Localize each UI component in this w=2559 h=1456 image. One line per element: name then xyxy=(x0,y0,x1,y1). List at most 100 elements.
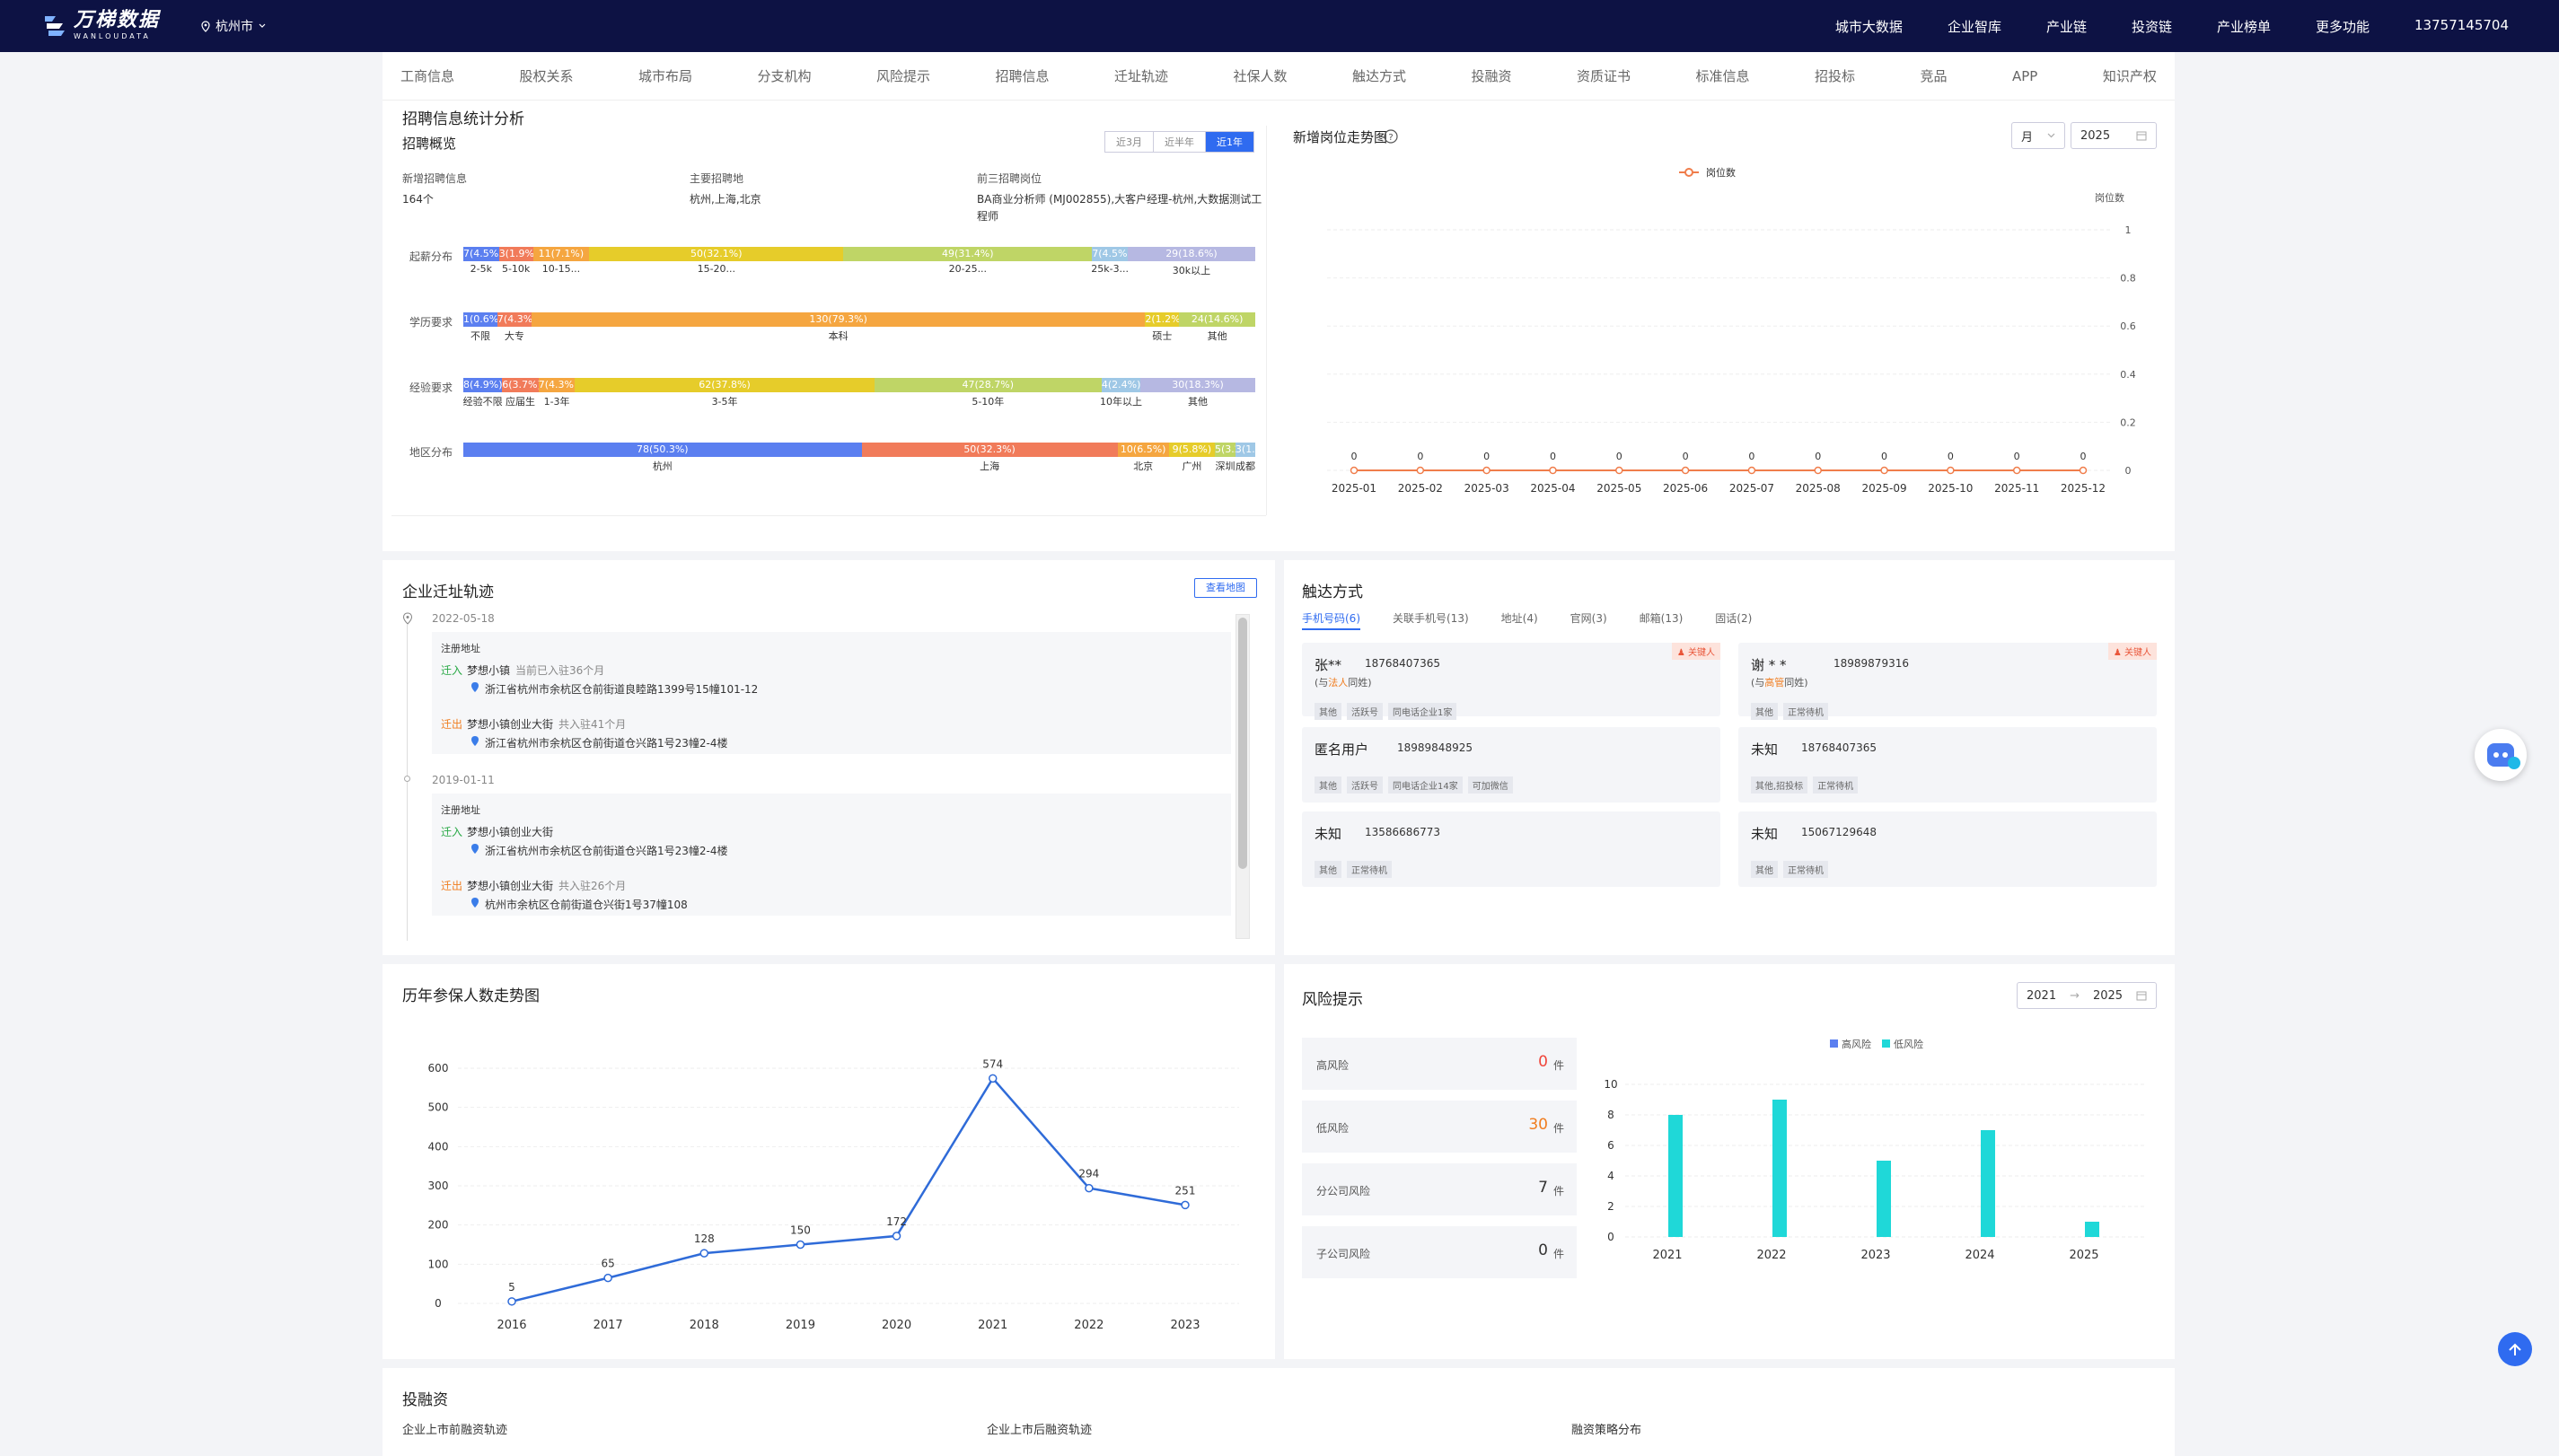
x-tick-label: 2025-07 xyxy=(1729,482,1774,495)
x-tick-label: 2023 xyxy=(1860,1249,1890,1262)
contact-card-item[interactable]: 谢 * * 18989879316 (与高管同姓) ♟ 关键人 其他 正常待机 xyxy=(1738,643,2157,720)
data-point xyxy=(1747,466,1756,475)
dist-segment[interactable]: 130(79.3%) xyxy=(531,312,1146,327)
tab-business-info[interactable]: 工商信息 xyxy=(400,68,455,84)
tab-certificates[interactable]: 资质证书 xyxy=(1577,68,1631,84)
contact-tab-landline[interactable]: 固话(2) xyxy=(1715,612,1753,625)
tab-ip[interactable]: 知识产权 xyxy=(2102,68,2157,84)
nav-more[interactable]: 更多功能 xyxy=(2316,19,2370,35)
dist-segment[interactable]: 10(6.5%) xyxy=(1117,443,1169,457)
range-3m[interactable]: 近3月 xyxy=(1105,132,1154,152)
y-tick-label: 0 xyxy=(2125,465,2132,477)
customer-service-button[interactable] xyxy=(2475,729,2527,781)
risk-label: 低风险 xyxy=(1316,1122,1350,1135)
contact-card-item[interactable]: 未知 18768407365 其他,招投标 正常待机 xyxy=(1738,727,2157,803)
contact-card-item[interactable]: 张** 18768407365 (与法人同姓) ♟ 关键人 其他 活跃号 同电话企业1家 xyxy=(1302,643,1720,720)
tab-recruit[interactable]: 招聘信息 xyxy=(995,68,1050,84)
tab-branches[interactable]: 分支机构 xyxy=(757,68,812,84)
tab-bidding[interactable]: 招投标 xyxy=(1815,68,1856,84)
risk-high[interactable]: 高风险 0 件 xyxy=(1302,1038,1577,1090)
risk-subsidiary[interactable]: 子公司风险 0 件 xyxy=(1302,1226,1577,1278)
tab-equity[interactable]: 股权关系 xyxy=(519,68,574,84)
dist-segment[interactable]: 49(31.4%) xyxy=(843,247,1093,261)
back-to-top-button[interactable] xyxy=(2498,1332,2532,1366)
new-recruit-label: 新增招聘信息 xyxy=(402,172,468,185)
dist-segment[interactable]: 3(1.9%) xyxy=(498,247,533,261)
scrollbar-thumb[interactable] xyxy=(1238,618,1247,869)
dist-segment[interactable]: 50(32.1%) xyxy=(589,247,844,261)
tab-city-layout[interactable]: 城市布局 xyxy=(638,68,693,84)
dist-segment[interactable]: 9(5.8%) xyxy=(1168,443,1215,457)
data-point xyxy=(1880,466,1888,475)
dist-segment-label: 2-5k xyxy=(470,263,493,275)
contact-tab-email[interactable]: 邮箱(13) xyxy=(1639,612,1684,625)
dist-segment[interactable]: 78(50.3%) xyxy=(463,443,862,457)
dist-segment[interactable]: 6(3.7%) xyxy=(502,378,539,392)
risk-branch[interactable]: 分公司风险 7 件 xyxy=(1302,1163,1577,1215)
move-type: 迁入 xyxy=(441,826,463,838)
dist-segment[interactable]: 7(4.3%) xyxy=(538,378,576,392)
tab-competitors[interactable]: 竞品 xyxy=(1920,68,1948,84)
relation-role: 法人 xyxy=(1328,677,1349,689)
dist-segment[interactable]: 5(3.2%) xyxy=(1214,443,1236,457)
contact-tab-address[interactable]: 地址(4) xyxy=(1500,612,1538,625)
view-map-button[interactable]: 查看地图 xyxy=(1194,578,1257,598)
nav-user-phone[interactable]: 13757145704 xyxy=(2414,17,2509,33)
logo[interactable]: 万梯数据 WANLOUDATA xyxy=(43,11,160,40)
help-icon[interactable]: ? xyxy=(1384,129,1398,144)
nav-ranking[interactable]: 产业榜单 xyxy=(2216,19,2271,35)
dist-segment[interactable]: 7(4.5%) xyxy=(463,247,499,261)
dist-segment[interactable]: 7(4.3%) xyxy=(497,312,532,327)
dist-segment[interactable]: 1(0.6%) xyxy=(463,312,497,327)
contact-card-item[interactable]: 未知 13586686773 其他 正常待机 xyxy=(1302,811,1720,887)
dist-segment[interactable]: 62(37.8%) xyxy=(575,378,875,392)
contact-tab-mobile[interactable]: 手机号码(6) xyxy=(1302,610,1360,630)
tab-relocation[interactable]: 迁址轨迹 xyxy=(1114,68,1169,84)
recruit-divider xyxy=(1266,126,1267,515)
tab-standards[interactable]: 标准信息 xyxy=(1695,68,1750,84)
contact-tag: 活跃号 xyxy=(1347,776,1383,794)
dist-segment[interactable]: 29(18.6%) xyxy=(1127,247,1255,261)
risk-date-range[interactable]: 2021 → 2025 xyxy=(2017,982,2157,1009)
range-1y[interactable]: 近1年 xyxy=(1206,132,1253,152)
dist-segment[interactable]: 30(18.3%) xyxy=(1140,378,1255,392)
contact-tab-website[interactable]: 官网(3) xyxy=(1570,612,1607,625)
risk-low[interactable]: 低风险 30 件 xyxy=(1302,1101,1577,1153)
x-tick-label: 2025-08 xyxy=(1796,482,1841,495)
tab-risk[interactable]: 风险提示 xyxy=(876,68,931,84)
dist-segment[interactable]: 24(14.6%) xyxy=(1179,312,1255,327)
relation-prefix: (与 xyxy=(1315,677,1329,689)
dist-segment[interactable]: 47(28.7%) xyxy=(874,378,1102,392)
dist-segment[interactable]: 8(4.9%) xyxy=(463,378,503,392)
dist-segment-label: 杭州 xyxy=(652,460,673,472)
y-tick-label: 0.2 xyxy=(2120,417,2136,428)
dist-segment[interactable]: 50(32.3%) xyxy=(861,443,1118,457)
x-tick-label: 2017 xyxy=(594,1319,623,1332)
dist-segment[interactable]: 3(1.9%) xyxy=(1235,443,1255,457)
contact-tab-related[interactable]: 关联手机号(13) xyxy=(1393,612,1469,625)
y-tick-label: 8 xyxy=(1607,1109,1614,1121)
contact-tag: 其他 xyxy=(1315,861,1341,878)
nav-industry-chain[interactable]: 产业链 xyxy=(2045,19,2087,35)
city-selector[interactable]: 杭州市 xyxy=(201,17,266,35)
nav-city-data[interactable]: 城市大数据 xyxy=(1834,19,1903,35)
year-picker[interactable]: 2025 xyxy=(2071,122,2157,149)
risk-unit: 件 xyxy=(1552,1122,1564,1135)
dist-segment[interactable]: 4(2.4%) xyxy=(1101,378,1141,392)
tab-invest[interactable]: 投融资 xyxy=(1471,68,1512,84)
tab-insured[interactable]: 社保人数 xyxy=(1233,68,1288,84)
contact-card-item[interactable]: 匿名用户 18989848925 其他 活跃号 同电话企业14家 可加微信 xyxy=(1302,727,1720,803)
tab-app[interactable]: APP xyxy=(2012,67,2038,84)
range-6m[interactable]: 近半年 xyxy=(1154,132,1206,152)
tab-contact[interactable]: 触达方式 xyxy=(1352,68,1407,84)
dist-segment[interactable]: 2(1.2%) xyxy=(1145,312,1180,327)
series-line xyxy=(511,1076,1186,1303)
dist-labels: 2-5k 5-10k 10-15... 15-20... 20-25... 25k-3..… xyxy=(463,263,1255,277)
dist-segment[interactable]: 11(7.1%) xyxy=(532,247,590,261)
nav-invest-chain[interactable]: 投资链 xyxy=(2131,19,2172,35)
nav-enterprise[interactable]: 企业智库 xyxy=(1947,19,2001,35)
contact-relation: (与高管同姓) xyxy=(1751,675,1808,689)
contact-card-item[interactable]: 未知 15067129648 其他 正常待机 xyxy=(1738,811,2157,887)
period-select[interactable]: 月 xyxy=(2011,122,2065,149)
dist-segment[interactable]: 7(4.5%) xyxy=(1092,247,1128,261)
